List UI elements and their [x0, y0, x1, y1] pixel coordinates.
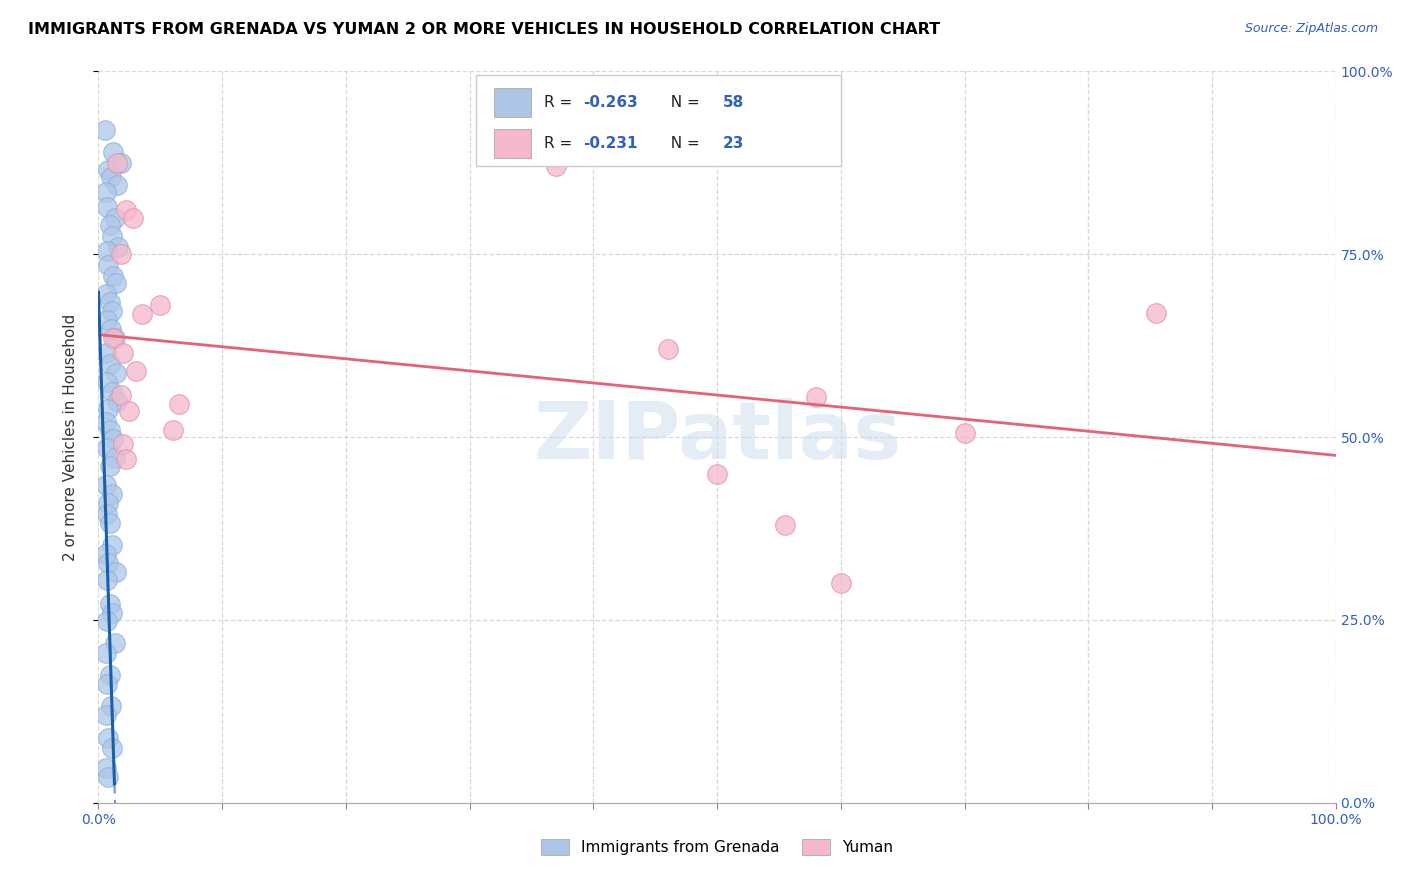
Point: [100, 699, 122, 714]
Point: [98, 459, 121, 474]
Point: [98, 597, 121, 611]
Point: [118, 404, 141, 418]
Point: [103, 331, 125, 345]
Y-axis label: 2 or more Vehicles in Household: 2 or more Vehicles in Household: [63, 313, 77, 561]
Point: [101, 228, 124, 243]
Point: [110, 155, 132, 169]
Point: [94, 185, 117, 199]
Point: [97, 163, 120, 178]
Point: [104, 566, 127, 580]
Point: [101, 740, 124, 755]
Point: [100, 170, 122, 185]
Point: [97, 731, 120, 746]
Point: [96, 376, 118, 390]
Point: [101, 487, 124, 501]
Point: [110, 387, 132, 401]
Text: R =: R =: [544, 95, 576, 110]
Point: [94, 346, 117, 360]
Text: -0.263: -0.263: [583, 95, 638, 110]
Point: [546, 160, 568, 174]
Point: [167, 397, 190, 411]
Text: 58: 58: [723, 95, 745, 110]
Text: -0.231: -0.231: [583, 136, 638, 151]
Point: [953, 426, 976, 441]
Point: [98, 667, 121, 681]
Point: [112, 437, 135, 451]
Point: [93, 123, 115, 137]
Point: [101, 384, 124, 399]
Point: [103, 432, 125, 446]
Point: [96, 244, 118, 258]
Point: [97, 258, 120, 272]
Point: [96, 200, 118, 214]
Point: [94, 287, 117, 301]
Point: [98, 357, 121, 371]
Point: [105, 155, 128, 169]
Point: [105, 393, 128, 408]
Point: [96, 313, 118, 327]
Point: [706, 467, 728, 481]
Point: [104, 277, 127, 291]
Point: [94, 477, 117, 491]
Text: R =: R =: [544, 136, 576, 151]
Point: [98, 516, 121, 531]
Point: [122, 211, 145, 225]
Point: [1144, 306, 1167, 320]
Point: [103, 211, 125, 225]
Point: [131, 307, 153, 321]
Point: [114, 203, 136, 218]
Point: [114, 452, 136, 467]
Point: [110, 247, 132, 261]
Point: [103, 450, 125, 465]
Point: [94, 761, 117, 775]
Point: [112, 346, 135, 360]
Point: [103, 145, 125, 159]
Point: [94, 708, 117, 723]
Point: [94, 646, 117, 660]
Text: N =: N =: [661, 136, 704, 151]
FancyBboxPatch shape: [495, 87, 531, 117]
Legend: Immigrants from Grenada, Yuman: Immigrants from Grenada, Yuman: [536, 833, 898, 861]
Point: [101, 538, 124, 552]
Point: [103, 636, 125, 650]
Point: [97, 770, 120, 784]
Point: [149, 298, 172, 312]
Text: 23: 23: [723, 136, 745, 151]
Point: [101, 606, 124, 620]
Point: [101, 304, 124, 318]
FancyBboxPatch shape: [475, 75, 841, 167]
Point: [94, 416, 117, 430]
Point: [162, 423, 184, 437]
Point: [98, 294, 121, 309]
Point: [96, 507, 118, 521]
Text: ZIPatlas: ZIPatlas: [533, 398, 901, 476]
Point: [124, 364, 146, 378]
Point: [94, 547, 117, 561]
Point: [96, 615, 118, 629]
Text: N =: N =: [661, 95, 704, 110]
Point: [96, 573, 118, 587]
Point: [105, 178, 128, 192]
Point: [103, 331, 125, 345]
Point: [98, 423, 121, 437]
Point: [97, 496, 120, 510]
Text: IMMIGRANTS FROM GRENADA VS YUMAN 2 OR MORE VEHICLES IN HOUSEHOLD CORRELATION CHA: IMMIGRANTS FROM GRENADA VS YUMAN 2 OR MO…: [28, 22, 941, 37]
Point: [657, 343, 679, 357]
Point: [103, 269, 125, 284]
Point: [97, 556, 120, 570]
Point: [98, 218, 121, 232]
Text: Source: ZipAtlas.com: Source: ZipAtlas.com: [1244, 22, 1378, 36]
FancyBboxPatch shape: [495, 129, 531, 158]
Point: [830, 576, 852, 591]
Point: [773, 517, 796, 532]
Point: [804, 390, 827, 404]
Point: [100, 322, 122, 336]
Point: [107, 240, 129, 254]
Point: [96, 677, 118, 691]
Point: [104, 366, 127, 380]
Point: [96, 441, 118, 455]
Point: [97, 402, 120, 417]
